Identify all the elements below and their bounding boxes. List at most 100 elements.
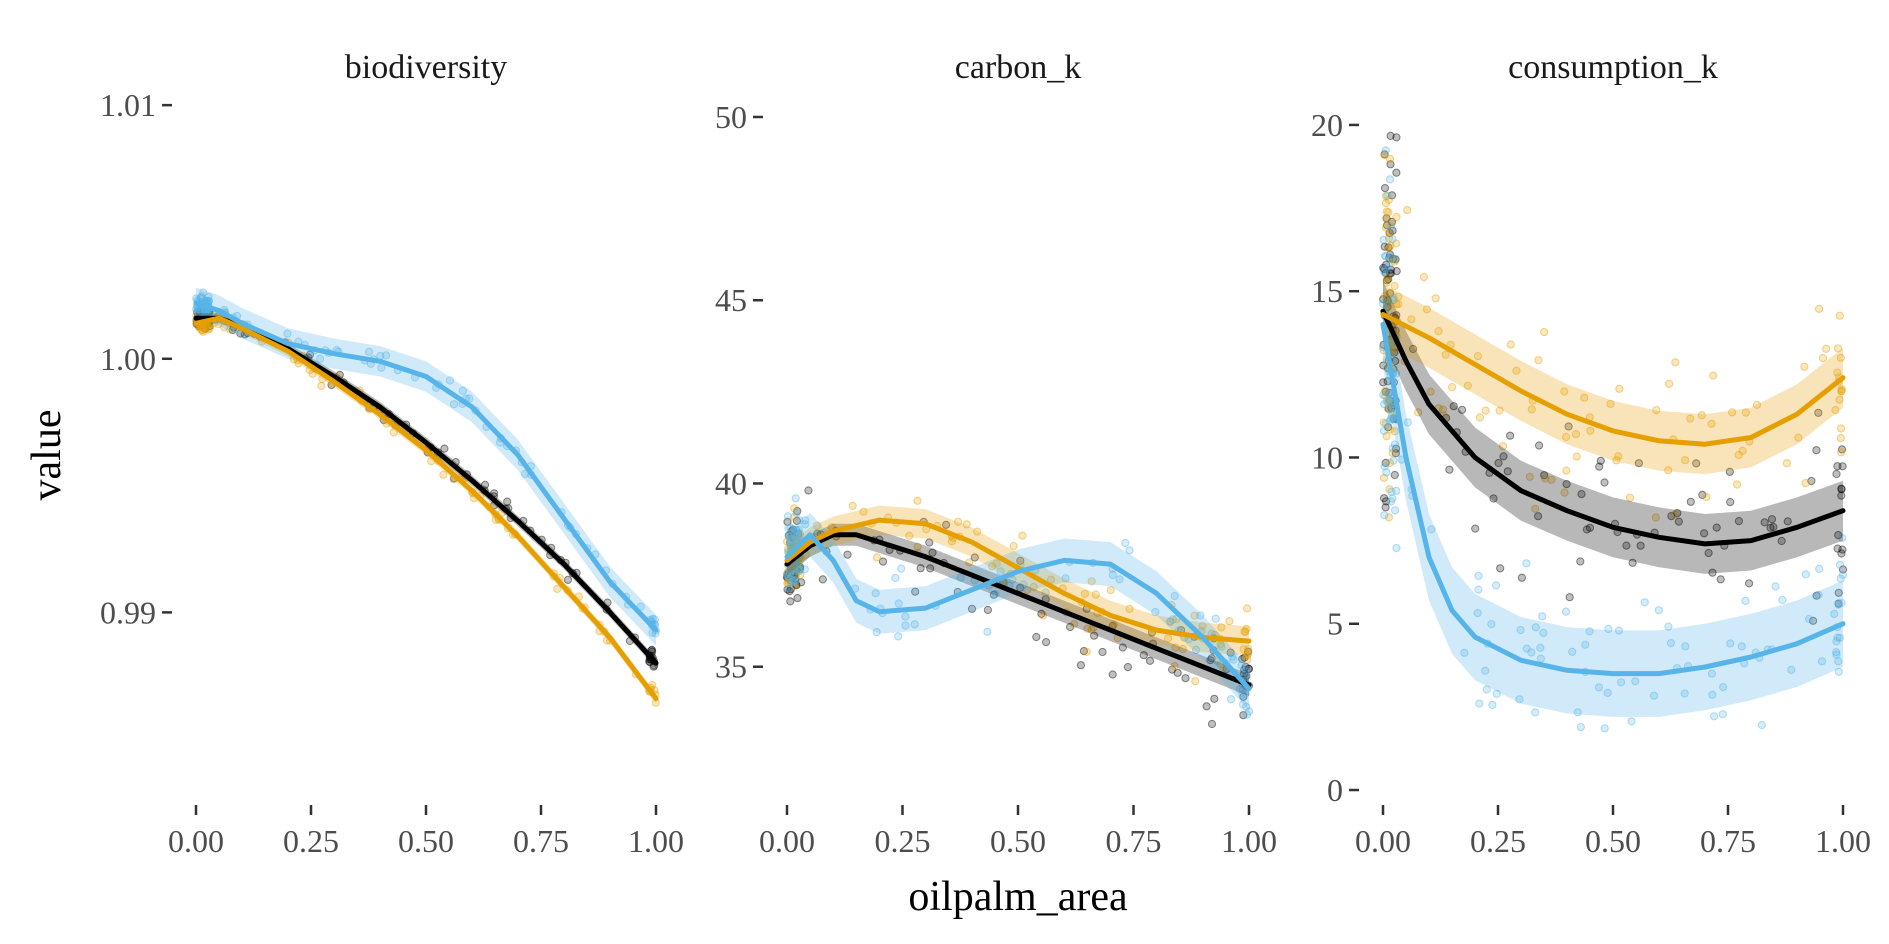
x-tick-label: 0.25 bbox=[283, 823, 339, 859]
data-point bbox=[1830, 609, 1839, 619]
data-point bbox=[1385, 417, 1394, 426]
x-tick-label: 1.00 bbox=[1221, 823, 1277, 859]
data-point bbox=[1386, 415, 1395, 424]
data-point bbox=[992, 559, 1001, 568]
data-point bbox=[1494, 458, 1503, 468]
data-point bbox=[1244, 664, 1253, 673]
data-point bbox=[1506, 340, 1515, 349]
data-point bbox=[1801, 570, 1810, 579]
data-point bbox=[913, 496, 922, 505]
data-point bbox=[1522, 644, 1531, 653]
data-point bbox=[1837, 445, 1847, 454]
data-point bbox=[786, 576, 795, 585]
data-point bbox=[1239, 711, 1248, 720]
data-point bbox=[1815, 304, 1824, 313]
data-point bbox=[1385, 396, 1395, 405]
data-point bbox=[650, 615, 659, 624]
y-tick-label: 45 bbox=[715, 282, 747, 318]
data-point bbox=[1386, 160, 1395, 169]
data-point bbox=[1492, 581, 1501, 590]
data-point bbox=[220, 323, 229, 332]
data-point bbox=[1217, 623, 1226, 632]
data-point bbox=[801, 516, 810, 525]
data-point bbox=[1385, 485, 1394, 494]
data-point bbox=[788, 533, 797, 542]
data-point bbox=[784, 524, 793, 533]
data-point bbox=[783, 569, 792, 579]
data-point bbox=[1121, 538, 1130, 548]
data-point bbox=[226, 325, 235, 334]
data-point bbox=[1087, 577, 1096, 586]
data-point bbox=[786, 541, 795, 550]
data-point bbox=[1164, 634, 1173, 643]
data-point bbox=[926, 564, 935, 573]
data-point bbox=[1207, 719, 1217, 729]
data-point bbox=[1392, 133, 1401, 142]
data-point bbox=[843, 550, 852, 559]
data-point bbox=[785, 587, 794, 596]
data-point bbox=[1441, 350, 1450, 359]
data-point bbox=[1475, 413, 1485, 422]
data-point bbox=[283, 329, 292, 338]
data-point bbox=[1386, 250, 1395, 259]
data-point bbox=[1244, 644, 1253, 654]
data-point bbox=[1382, 276, 1392, 285]
data-point bbox=[1832, 637, 1841, 646]
data-point bbox=[315, 354, 325, 363]
data-point bbox=[1388, 226, 1397, 235]
data-point bbox=[795, 529, 805, 538]
data-point bbox=[1596, 456, 1605, 465]
data-point bbox=[1836, 434, 1846, 443]
data-point bbox=[203, 325, 213, 334]
data-point bbox=[1585, 627, 1594, 636]
data-point bbox=[1445, 465, 1454, 474]
data-point bbox=[1242, 702, 1251, 711]
data-point bbox=[1680, 689, 1689, 698]
data-point bbox=[1734, 450, 1743, 460]
data-point bbox=[648, 614, 658, 624]
data-point bbox=[1229, 655, 1238, 664]
data-point bbox=[1534, 512, 1543, 521]
data-point bbox=[1822, 344, 1831, 353]
y-tick-label: 1.00 bbox=[100, 341, 156, 377]
facet-title: consumption_k bbox=[1508, 49, 1718, 86]
data-point bbox=[791, 576, 800, 585]
data-point bbox=[1670, 510, 1679, 519]
data-point bbox=[1389, 456, 1398, 465]
data-point bbox=[563, 575, 573, 585]
data-point bbox=[1757, 720, 1766, 730]
data-point bbox=[1037, 609, 1046, 619]
data-point bbox=[1151, 607, 1160, 617]
data-point bbox=[1387, 410, 1397, 420]
data-point bbox=[1767, 515, 1777, 524]
data-point bbox=[1166, 617, 1175, 626]
data-point bbox=[1515, 695, 1524, 704]
data-point bbox=[1178, 644, 1187, 654]
data-point bbox=[1512, 366, 1521, 375]
data-point bbox=[1771, 582, 1780, 591]
data-point bbox=[787, 527, 796, 536]
data-point bbox=[1191, 645, 1201, 655]
data-point bbox=[1833, 633, 1842, 642]
data-point bbox=[1707, 669, 1717, 678]
data-point bbox=[1734, 517, 1744, 526]
y-tick-label: 15 bbox=[1311, 273, 1343, 309]
data-point bbox=[1061, 574, 1070, 583]
data-point bbox=[1539, 628, 1548, 638]
data-point bbox=[1809, 616, 1818, 625]
data-point bbox=[1568, 647, 1577, 656]
data-point bbox=[801, 520, 810, 529]
data-point bbox=[1386, 241, 1395, 250]
data-point bbox=[1384, 243, 1393, 252]
data-point bbox=[1707, 419, 1716, 428]
data-point bbox=[1833, 462, 1842, 471]
data-point bbox=[786, 567, 795, 576]
data-point bbox=[1244, 664, 1254, 674]
confidence-band bbox=[787, 505, 1249, 656]
data-point bbox=[1115, 575, 1124, 584]
data-point bbox=[1210, 694, 1219, 703]
data-point bbox=[1032, 632, 1041, 642]
data-point bbox=[1614, 452, 1623, 461]
data-point bbox=[199, 323, 208, 333]
data-point bbox=[1595, 462, 1604, 471]
